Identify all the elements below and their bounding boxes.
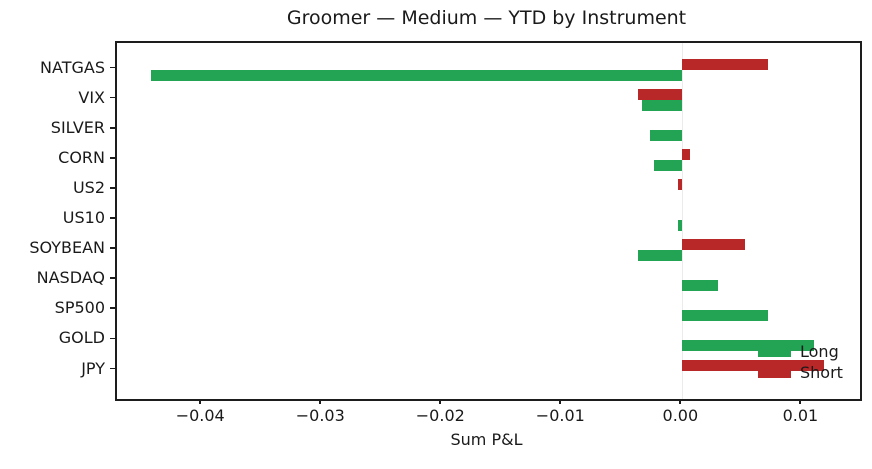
bar-soybean-long: [637, 250, 683, 262]
bar-silver-long: [649, 129, 683, 141]
x-tick-label: −0.01: [535, 406, 585, 425]
x-tick-mark: [319, 399, 322, 404]
x-tick-label: 0.00: [662, 406, 699, 425]
x-tick-label: 0.01: [782, 406, 819, 425]
bar-gold-long: [682, 340, 815, 352]
y-tick-mark: [110, 367, 115, 370]
bar-corn-long: [653, 159, 683, 171]
x-axis-label: Sum P&L: [450, 430, 523, 449]
y-tick-mark: [110, 277, 115, 280]
bar-natgas-long: [150, 69, 683, 81]
y-tick-label-us10: US10: [62, 208, 105, 227]
x-tick-label: −0.02: [415, 406, 465, 425]
x-tick-mark: [679, 399, 682, 404]
x-tick-label: −0.04: [175, 406, 225, 425]
y-tick-label-vix: VIX: [78, 87, 105, 107]
y-tick-label-natgas: NATGAS: [40, 57, 105, 77]
y-tick-mark: [110, 217, 115, 219]
y-tick-label-us2: US2: [72, 177, 105, 197]
y-tick-label-silver: SILVER: [50, 117, 105, 137]
y-tick-mark: [110, 126, 115, 129]
y-tick-mark: [110, 156, 115, 159]
y-tick-label-gold: GOLD: [58, 328, 105, 348]
bar-us2-short: [677, 178, 683, 190]
x-tick-mark: [439, 399, 442, 404]
bar-vix-short: [637, 88, 683, 100]
bar-jpy-short: [682, 359, 824, 371]
bar-sp500-long: [682, 310, 768, 322]
plot-area: Long Short: [115, 41, 862, 401]
bar-vix-long: [641, 99, 683, 111]
y-tick-mark: [110, 337, 115, 340]
x-tick-mark: [199, 399, 202, 404]
bar-us10-long: [677, 220, 683, 231]
y-tick-mark: [110, 307, 115, 310]
y-tick-mark: [110, 66, 115, 69]
y-tick-mark: [110, 96, 115, 99]
x-tick-mark: [559, 399, 562, 404]
y-tick-label-soybean: SOYBEAN: [29, 238, 105, 258]
bar-natgas-short: [682, 58, 768, 70]
y-tick-mark: [110, 187, 115, 189]
y-tick-label-sp500: SP500: [54, 298, 105, 318]
bar-soybean-short: [682, 239, 745, 251]
y-tick-label-jpy: JPY: [81, 358, 105, 378]
bar-corn-short: [682, 148, 690, 160]
y-tick-label-nasdaq: NASDAQ: [36, 268, 105, 288]
chart-title: Groomer — Medium — YTD by Instrument: [286, 7, 687, 29]
zero-gridline: [681, 43, 684, 399]
y-tick-label-corn: CORN: [58, 147, 105, 167]
x-tick-label: −0.03: [295, 406, 345, 425]
y-tick-mark: [110, 247, 115, 249]
x-tick-mark: [799, 399, 802, 404]
bar-nasdaq-long: [682, 280, 719, 292]
